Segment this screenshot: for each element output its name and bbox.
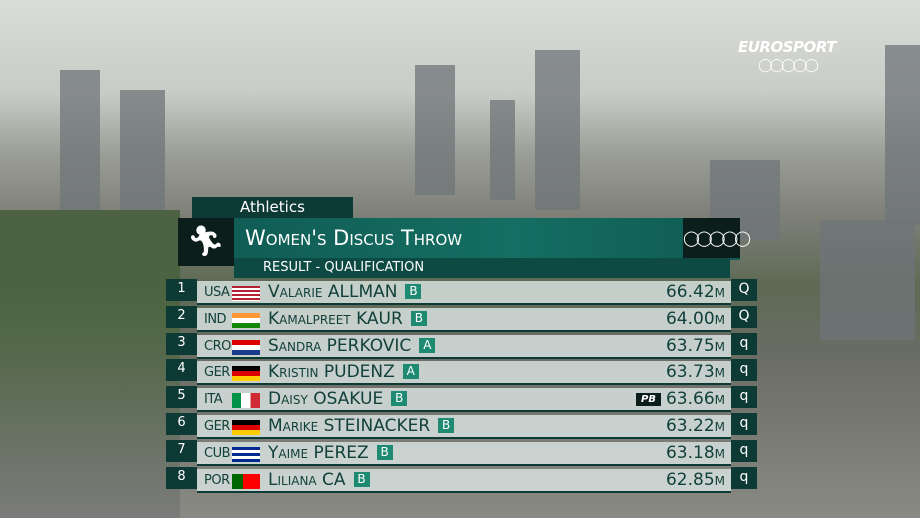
result-subtitle: RESULT - QUALIFICATION — [234, 258, 730, 278]
qualification-badge: q — [731, 413, 757, 435]
qualification-badge: q — [731, 359, 757, 382]
group-badge: B — [405, 284, 422, 299]
athletics-runner-icon: 🏃︎ — [178, 218, 234, 266]
athlete-name-text: Yaime PEREZ — [268, 442, 369, 463]
row-bar: CRO Sandra PERKOVIC A 63.75m — [197, 334, 731, 359]
cro-flag-icon — [232, 339, 260, 355]
result-mark: 63.22m — [665, 416, 725, 436]
athlete-name-text: Liliana CA — [268, 469, 346, 490]
row-bar: GER Marike STEINACKER B 63.22m — [197, 415, 731, 439]
athlete-name: Marike STEINACKER B — [268, 416, 455, 436]
event-title: Women's Discus Throw — [245, 226, 463, 250]
athlete-name: Yaime PEREZ B — [268, 443, 393, 463]
noc-code: GER — [204, 365, 230, 381]
athlete-name-text: Kristin PUDENZ — [268, 362, 395, 383]
result-mark: 63.18m — [665, 442, 725, 463]
event-header — [178, 218, 740, 260]
table-row: 5 ITA Daisy OSAKUE B PB 63.66m q — [166, 386, 757, 413]
noc-code: ITA — [204, 392, 223, 408]
athlete-name-text: Marike STEINACKER — [268, 416, 431, 436]
rank: 2 — [166, 305, 197, 328]
athlete-name: Liliana CA B — [268, 470, 370, 490]
row-bar: ITA Daisy OSAKUE B PB 63.66m — [197, 388, 731, 413]
qualification-badge: q — [731, 332, 757, 355]
group-badge: B — [410, 310, 427, 326]
qualification-badge: q — [731, 466, 757, 489]
cub-flag-icon — [232, 446, 260, 462]
sport-label: Athletics — [192, 197, 353, 218]
athlete-name: Kristin PUDENZ A — [268, 362, 419, 382]
ind-flag-icon — [232, 312, 260, 328]
rank: 7 — [166, 439, 197, 462]
usa-flag-icon — [232, 286, 260, 301]
row-bar: POR Liliana CA B 62.85m — [197, 468, 731, 493]
result-mark: 64.00m — [665, 308, 725, 329]
row-bar: USA Valarie ALLMAN B 66.42m — [197, 281, 731, 305]
row-bar: GER Kristin PUDENZ A 63.73m — [197, 361, 731, 386]
rank: 4 — [166, 359, 197, 382]
athlete-name-text: Sandra PERKOVIC — [268, 335, 412, 356]
ger-flag-icon — [232, 420, 260, 435]
table-row: 3 CRO Sandra PERKOVIC A 63.75m q — [166, 332, 757, 359]
noc-code: GER — [204, 419, 230, 434]
ger-flag-icon — [232, 366, 260, 382]
athlete-name: Sandra PERKOVIC A — [268, 335, 436, 356]
row-bar: IND Kamalpreet KAUR B 64.00m — [197, 307, 731, 332]
eurosport-logo: EUROSPORT ◯◯◯◯◯ — [738, 38, 836, 73]
rank: 5 — [166, 386, 197, 409]
por-flag-icon — [232, 473, 260, 489]
athlete-name-text: Valarie ALLMAN — [268, 282, 398, 302]
group-badge: A — [419, 337, 436, 353]
broadcaster-name: EUROSPORT — [738, 38, 836, 56]
qualification-badge: q — [731, 439, 757, 462]
group-badge: B — [376, 444, 393, 460]
noc-code: POR — [204, 472, 230, 488]
athlete-name-text: Daisy OSAKUE — [268, 389, 384, 410]
noc-code: CRO — [204, 338, 231, 354]
table-row: 8 POR Liliana CA B 62.85m q — [166, 466, 757, 493]
rank: 1 — [166, 279, 197, 301]
noc-code: IND — [204, 311, 227, 327]
athlete-name-text: Kamalpreet KAUR — [268, 308, 403, 329]
group-badge: B — [353, 471, 370, 487]
result-mark: 63.66m — [665, 389, 725, 410]
result-mark: 63.73m — [665, 362, 725, 383]
olympic-rings-icon: ◯◯◯◯◯ — [758, 58, 819, 73]
olympic-rings-icon: ◯◯◯◯◯ — [683, 218, 751, 258]
result-mark: 63.75m — [665, 335, 725, 356]
qualification-badge: Q — [731, 305, 757, 328]
table-row: 6 GER Marike STEINACKER B 63.22m q — [166, 413, 757, 439]
group-badge: B — [438, 418, 455, 433]
table-row: 4 GER Kristin PUDENZ A 63.73m q — [166, 359, 757, 386]
ita-flag-icon — [232, 393, 260, 409]
noc-code: CUB — [204, 445, 231, 461]
athlete-name: Daisy OSAKUE B — [268, 389, 408, 410]
table-row: 1 USA Valarie ALLMAN B 66.42m Q — [166, 279, 757, 305]
result-mark: 66.42m — [665, 282, 725, 302]
athlete-name: Kamalpreet KAUR B — [268, 309, 427, 329]
rank: 3 — [166, 332, 197, 355]
group-badge: A — [402, 364, 419, 380]
rank: 6 — [166, 413, 197, 435]
group-badge: B — [391, 391, 408, 407]
qualification-badge: Q — [731, 279, 757, 301]
row-bar: CUB Yaime PEREZ B 63.18m — [197, 441, 731, 466]
qualification-badge: q — [731, 386, 757, 409]
personal-best-badge: PB — [636, 393, 661, 407]
rank: 8 — [166, 466, 197, 489]
table-row: 7 CUB Yaime PEREZ B 63.18m q — [166, 439, 757, 466]
noc-code: USA — [204, 285, 230, 300]
table-row: 2 IND Kamalpreet KAUR B 64.00m Q — [166, 305, 757, 332]
result-mark: 62.85m — [665, 469, 725, 490]
athlete-name: Valarie ALLMAN B — [268, 282, 422, 302]
